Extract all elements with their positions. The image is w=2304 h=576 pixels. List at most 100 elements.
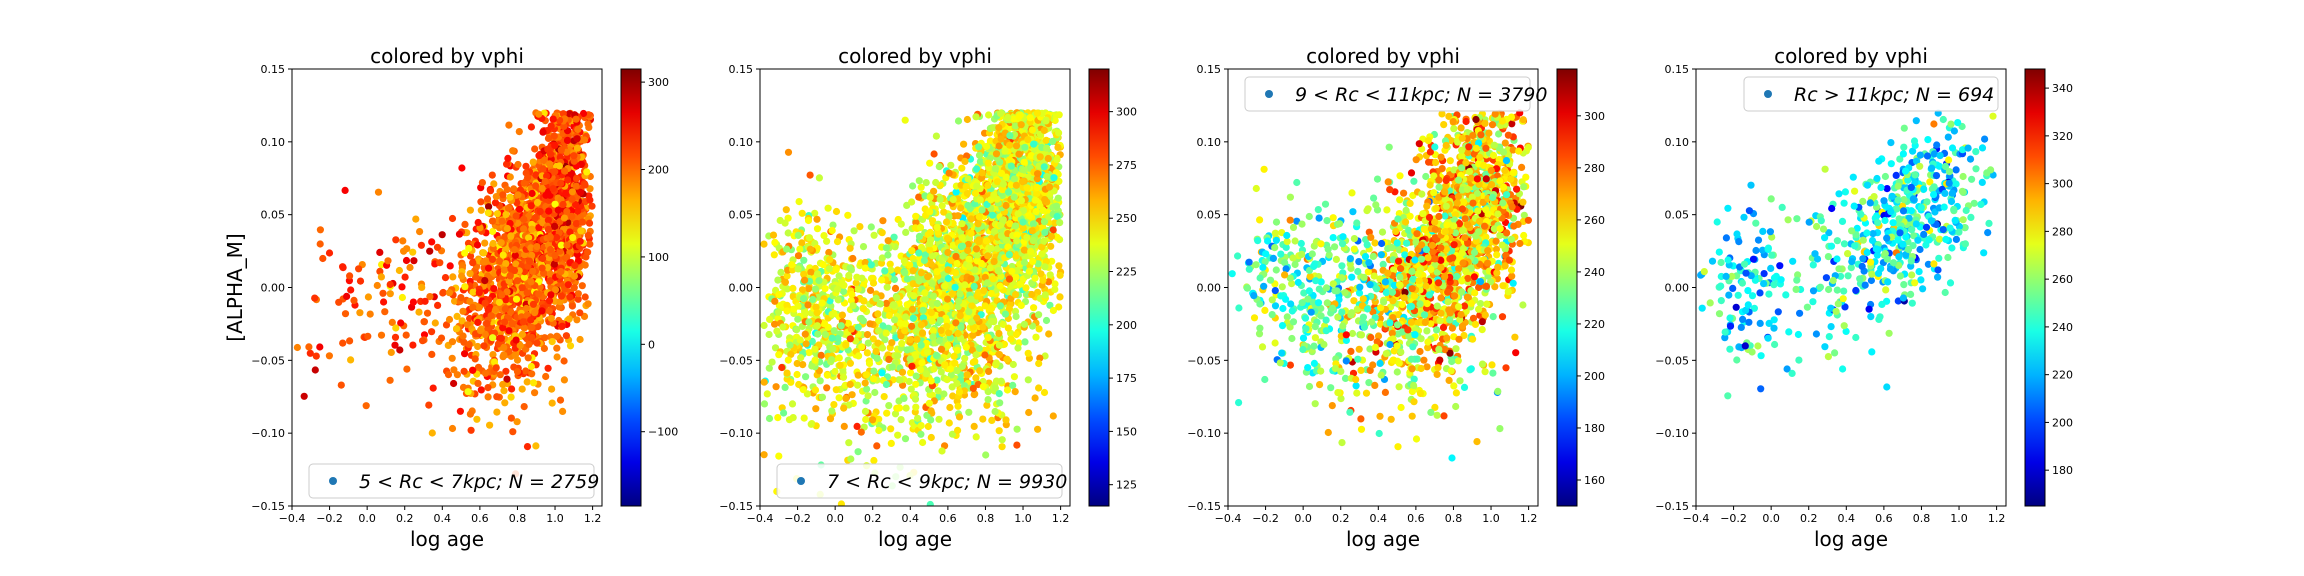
data-point [585, 219, 594, 227]
data-point [538, 184, 546, 193]
data-point [566, 228, 574, 236]
data-point [969, 331, 977, 339]
data-point [514, 160, 522, 169]
data-point [561, 167, 569, 175]
data-point [938, 447, 946, 455]
data-point [1055, 303, 1063, 311]
data-point [550, 132, 558, 140]
panel-2: −0.4 −0.2 0.0 0.2 0.4 0.6 0.8 1.0 1.2−0.15−0.10−… [719, 44, 1137, 551]
data-point [861, 407, 870, 415]
data-point [900, 257, 909, 265]
data-point [912, 212, 920, 220]
data-point [921, 295, 929, 303]
panel-1: −0.4 −0.2 0.0 0.2 0.4 0.6 0.8 1.0 1.2−0.15−0.10−… [223, 44, 678, 551]
data-point [485, 264, 493, 272]
data-point [563, 207, 571, 216]
data-point [924, 273, 932, 281]
data-point [388, 318, 396, 326]
data-point [508, 385, 516, 393]
data-point [1037, 270, 1045, 278]
data-point [894, 352, 902, 360]
data-point [492, 193, 500, 201]
data-point [1005, 275, 1014, 283]
data-point [1005, 305, 1014, 313]
data-point [512, 212, 520, 220]
data-point [905, 377, 913, 386]
data-point [455, 230, 464, 238]
data-point [970, 282, 978, 290]
data-point [406, 263, 414, 272]
data-point [560, 376, 569, 384]
data-point [976, 157, 985, 166]
data-point [944, 274, 952, 283]
data-point [907, 385, 915, 393]
data-point [909, 267, 917, 275]
data-point [529, 267, 537, 275]
data-point [474, 342, 482, 351]
data-point [392, 324, 400, 332]
colorbar-tick-label: −100 [648, 426, 678, 439]
data-point [916, 223, 925, 231]
data-point [510, 266, 519, 275]
data-point [972, 113, 980, 121]
data-point [852, 279, 860, 287]
data-point [1034, 260, 1042, 268]
x-tick-label: 0.4 [434, 512, 452, 525]
data-point [572, 220, 581, 228]
data-point [963, 152, 971, 160]
data-point [457, 294, 465, 302]
data-point [573, 316, 581, 324]
x-tick-label: 0.8 [509, 512, 527, 525]
data-point [945, 213, 953, 221]
data-point [1048, 257, 1056, 265]
data-point [548, 385, 556, 393]
data-point [995, 351, 1004, 359]
data-point [293, 343, 301, 352]
data-point [356, 309, 364, 317]
data-point [384, 257, 392, 265]
data-point [568, 195, 576, 203]
data-point [1047, 242, 1055, 250]
data-point [933, 376, 941, 384]
data-point [501, 233, 509, 241]
data-point [963, 371, 971, 379]
data-point [971, 357, 979, 365]
data-point [897, 220, 905, 228]
data-point [529, 379, 538, 387]
data-point [381, 308, 389, 316]
data-point [975, 151, 984, 159]
data-point [987, 244, 995, 252]
data-point [874, 339, 882, 347]
data-point [978, 169, 986, 177]
data-point [885, 402, 893, 410]
data-point [952, 269, 960, 277]
data-point [915, 249, 923, 257]
data-point [518, 385, 526, 393]
data-point [956, 290, 964, 298]
data-point [518, 330, 527, 338]
data-point [959, 252, 967, 260]
legend-marker [329, 477, 337, 485]
data-point [316, 226, 324, 234]
data-point [477, 206, 485, 214]
data-point [460, 367, 468, 375]
data-point [489, 239, 497, 248]
data-point [1045, 330, 1053, 338]
data-point [520, 225, 528, 233]
data-point [403, 365, 411, 373]
data-point [453, 325, 461, 333]
data-point [501, 399, 509, 407]
data-point [879, 217, 887, 225]
data-point [478, 179, 486, 187]
data-point [872, 347, 880, 355]
data-point [490, 180, 498, 188]
data-point [891, 316, 899, 324]
data-point [316, 343, 324, 351]
data-point [480, 249, 488, 257]
colorbar-tick-label: 0 [648, 338, 655, 351]
data-point [525, 340, 533, 348]
data-point [974, 220, 982, 228]
data-point [557, 179, 565, 187]
data-point [495, 298, 503, 306]
data-point [957, 323, 965, 331]
